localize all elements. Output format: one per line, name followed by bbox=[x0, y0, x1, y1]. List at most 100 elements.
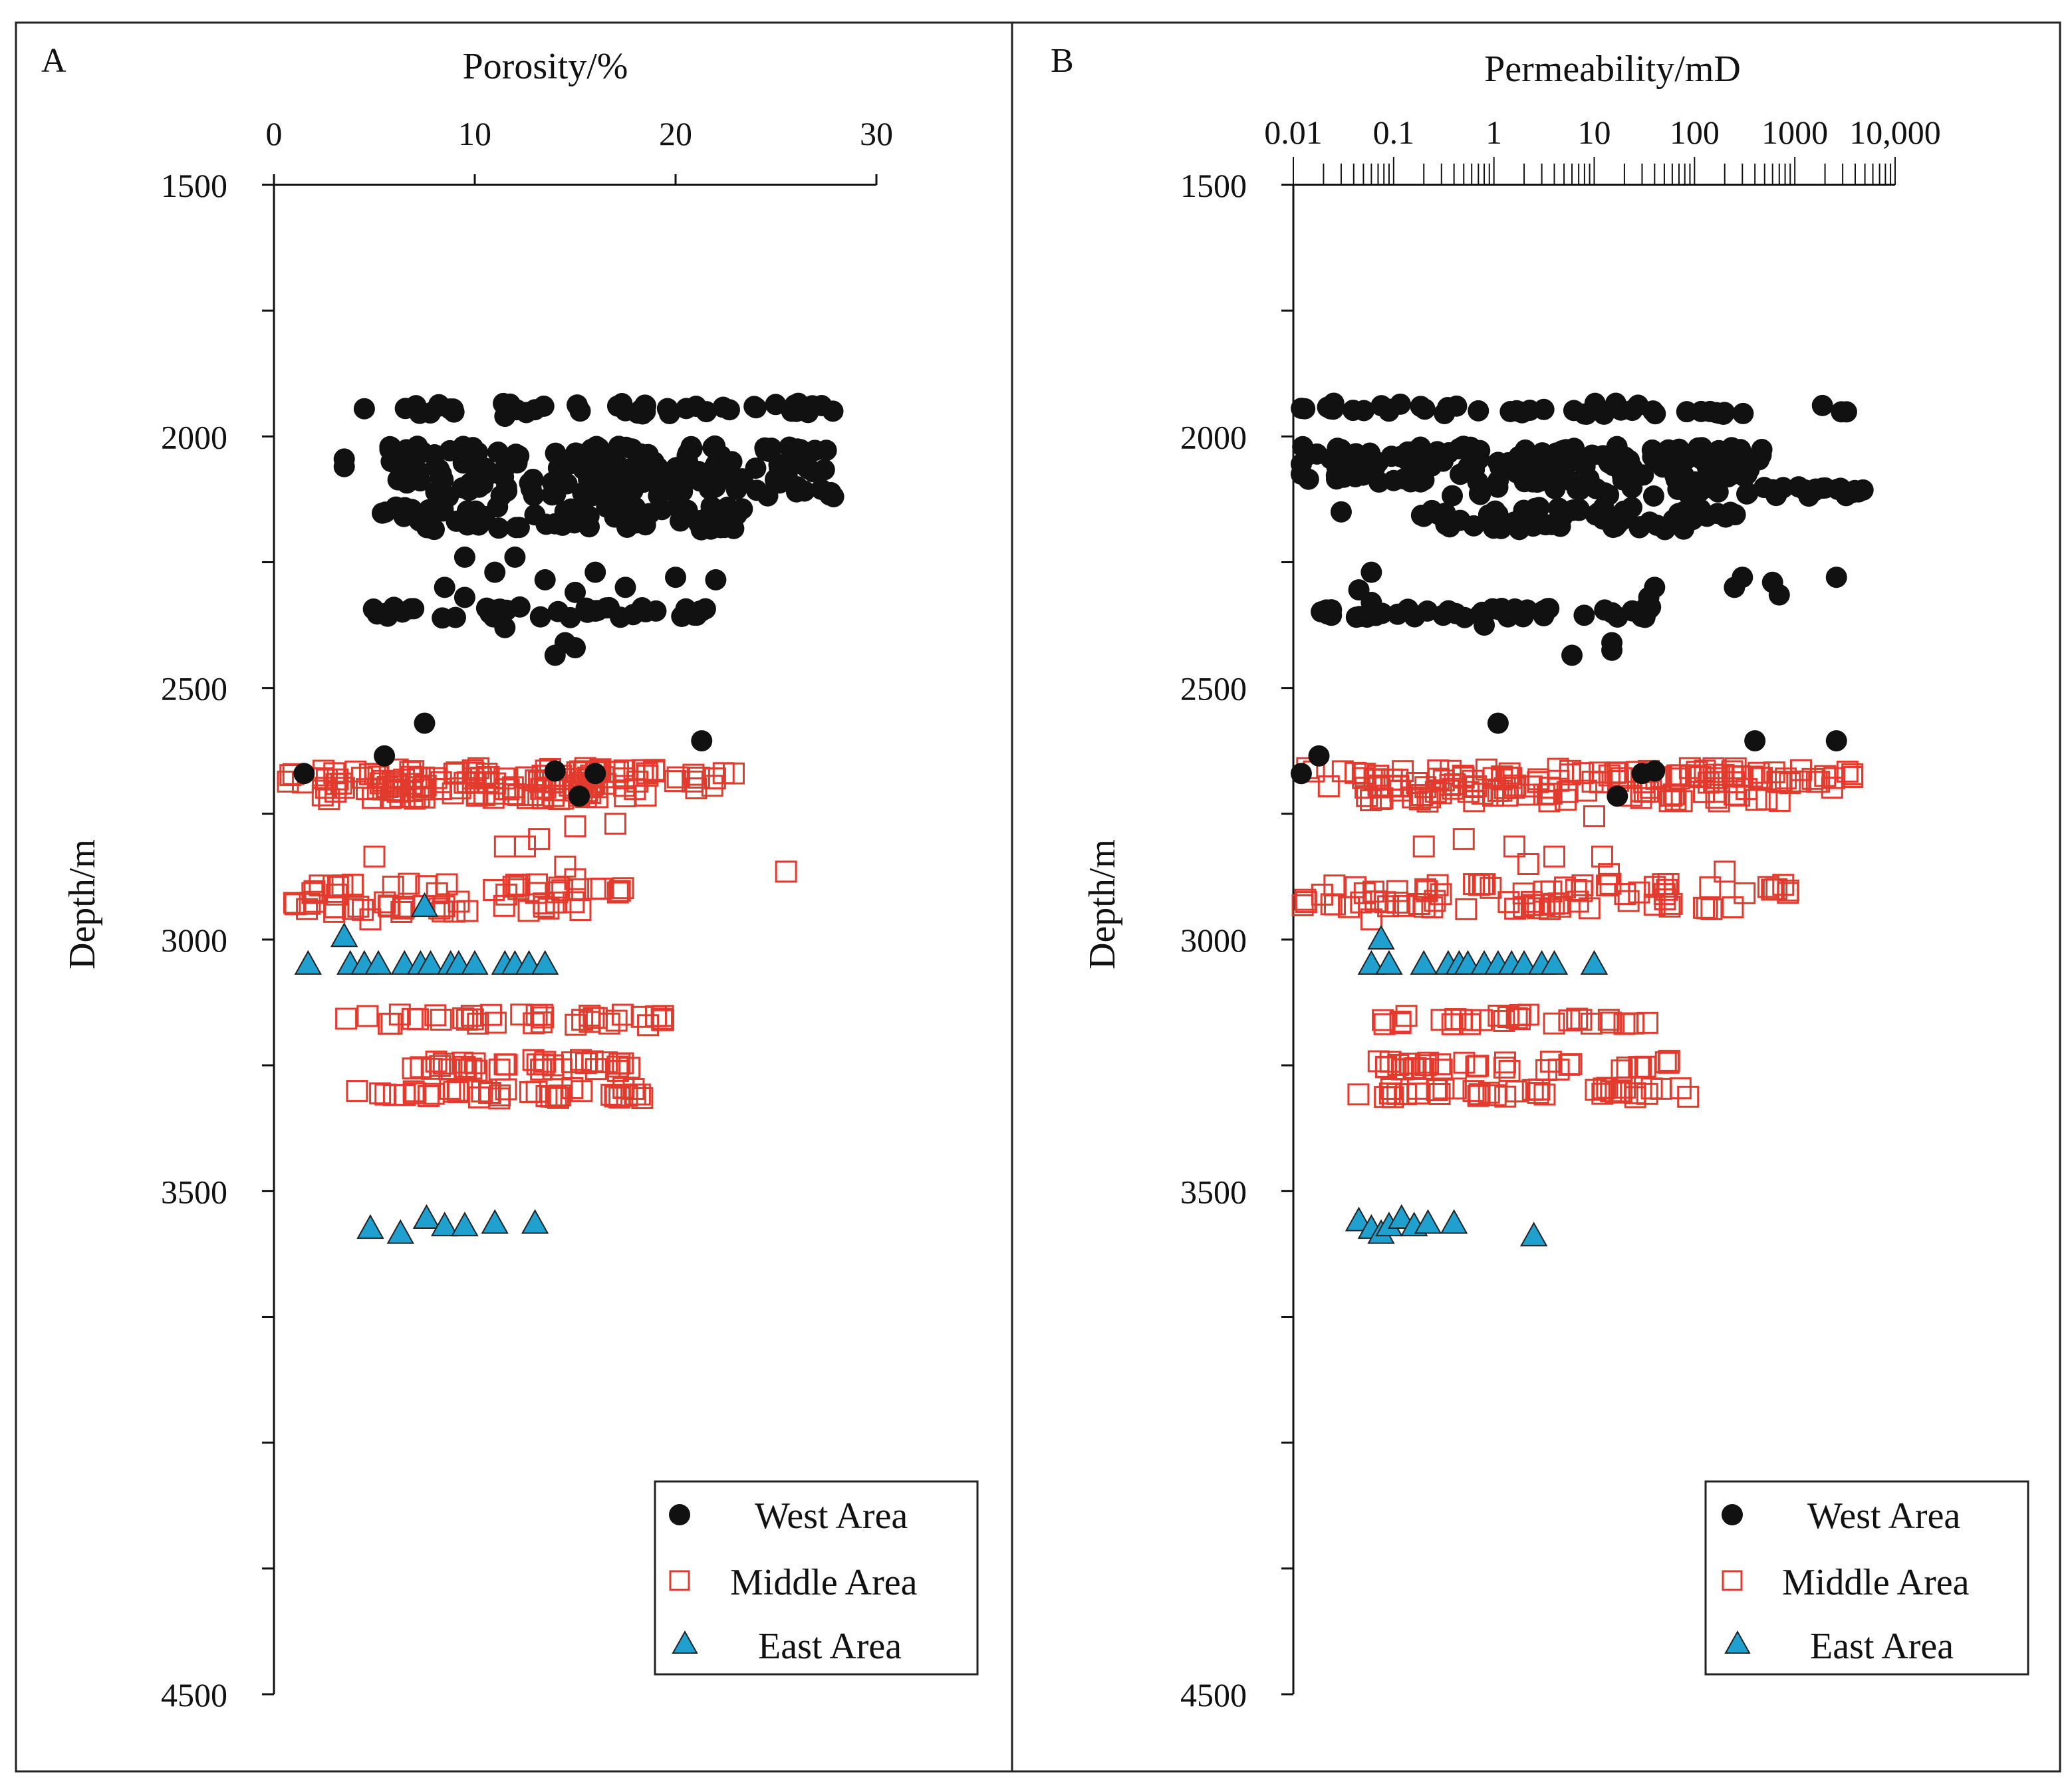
data-point-middle bbox=[1593, 1077, 1615, 1100]
data-point-middle bbox=[1377, 895, 1400, 918]
data-point-middle bbox=[1596, 874, 1618, 897]
data-point-middle bbox=[1768, 789, 1791, 812]
panel-a-legend: West Area Middle Area East Area bbox=[654, 1480, 979, 1676]
data-point-middle bbox=[1378, 1082, 1401, 1104]
data-point-middle bbox=[460, 1005, 483, 1027]
panel-b-axes: 1500 2000 2500 3000 3500 4500 0.01 0.1 1 10 100 100… bbox=[1180, 114, 1941, 1714]
data-point-middle bbox=[402, 1057, 424, 1080]
data-point-middle bbox=[563, 891, 585, 914]
data-point-west bbox=[1798, 485, 1820, 507]
data-point-west bbox=[406, 436, 428, 457]
data-point-west bbox=[675, 598, 697, 620]
y-tick-label: 4500 bbox=[1180, 1676, 1247, 1714]
data-point-middle bbox=[682, 770, 704, 793]
data-point-middle bbox=[1389, 1010, 1412, 1033]
legend-west-label: West Area bbox=[1807, 1495, 1960, 1537]
data-point-middle bbox=[1677, 1085, 1700, 1108]
data-point-middle bbox=[471, 1081, 493, 1103]
data-point-middle bbox=[1462, 1080, 1485, 1102]
data-point-west bbox=[504, 546, 526, 568]
data-point-west bbox=[1290, 763, 1312, 785]
data-point-middle bbox=[1444, 1077, 1467, 1100]
data-point-west bbox=[1573, 448, 1595, 470]
data-point-middle bbox=[1517, 783, 1539, 806]
data-point-middle bbox=[704, 767, 726, 790]
data-point-middle bbox=[722, 762, 745, 785]
data-point-middle bbox=[461, 759, 484, 782]
data-point-middle bbox=[1589, 771, 1611, 794]
data-point-middle bbox=[401, 1007, 424, 1030]
data-point-west bbox=[645, 600, 667, 622]
data-point-middle bbox=[478, 1082, 501, 1104]
data-point-west bbox=[1511, 402, 1533, 424]
data-point-middle bbox=[1660, 785, 1683, 807]
data-point-middle bbox=[505, 873, 527, 896]
data-point-middle bbox=[1424, 781, 1447, 803]
data-point-middle bbox=[363, 845, 386, 868]
data-point-middle bbox=[606, 881, 629, 904]
data-point-west bbox=[353, 398, 375, 420]
data-point-middle bbox=[426, 882, 448, 904]
data-point-west bbox=[1825, 730, 1847, 752]
data-point-middle bbox=[1470, 1009, 1493, 1031]
data-point-west bbox=[1512, 606, 1534, 628]
data-point-middle bbox=[585, 1007, 608, 1029]
data-point-middle bbox=[514, 835, 536, 858]
data-point-west bbox=[559, 606, 581, 628]
data-point-west bbox=[400, 598, 422, 620]
data-point-west bbox=[1628, 517, 1650, 539]
data-point-middle bbox=[442, 782, 464, 805]
legend-west-marker bbox=[669, 1504, 690, 1525]
data-point-middle bbox=[1622, 1012, 1645, 1035]
legend-middle-label: Middle Area bbox=[1782, 1562, 1970, 1603]
data-point-west bbox=[544, 760, 566, 782]
legend-east-marker bbox=[672, 1630, 698, 1654]
data-point-middle bbox=[1543, 845, 1565, 868]
data-point-middle bbox=[1395, 1005, 1418, 1027]
data-point-west bbox=[1566, 478, 1588, 500]
data-point-middle bbox=[606, 1059, 629, 1082]
data-point-west bbox=[453, 586, 475, 608]
data-point-west bbox=[1468, 483, 1490, 505]
data-point-west bbox=[565, 581, 586, 603]
data-point-west bbox=[1644, 760, 1666, 782]
data-point-middle bbox=[612, 767, 635, 790]
data-point-middle bbox=[528, 828, 551, 850]
data-point-middle bbox=[1379, 1051, 1402, 1073]
data-point-middle bbox=[497, 778, 520, 801]
data-point-middle bbox=[1442, 777, 1464, 800]
data-point-middle bbox=[1539, 898, 1561, 920]
data-point-west bbox=[1454, 606, 1476, 628]
panel-b-ylabel: Depth/m bbox=[1082, 839, 1123, 969]
y-tick-label: 3000 bbox=[1180, 922, 1247, 959]
data-point-west bbox=[1612, 509, 1634, 531]
data-point-middle bbox=[1387, 775, 1410, 797]
data-point-middle bbox=[356, 778, 378, 801]
legend-east-label: East Area bbox=[1810, 1626, 1954, 1667]
data-point-middle bbox=[1452, 828, 1475, 850]
data-point-middle bbox=[299, 892, 321, 915]
data-point-middle bbox=[517, 900, 540, 922]
data-point-middle bbox=[1493, 1057, 1515, 1079]
data-point-middle bbox=[392, 897, 414, 920]
data-point-west bbox=[1667, 479, 1689, 501]
data-point-middle bbox=[296, 898, 319, 920]
data-point-middle bbox=[389, 785, 412, 808]
data-point-west bbox=[690, 519, 712, 541]
data-point-west bbox=[565, 637, 586, 659]
data-point-west bbox=[1574, 403, 1596, 425]
data-point-west bbox=[444, 606, 466, 628]
data-point-middle bbox=[1320, 893, 1343, 916]
data-point-middle bbox=[1494, 1085, 1517, 1108]
data-point-middle bbox=[1491, 768, 1513, 791]
data-point-west bbox=[1708, 402, 1730, 424]
data-point-west bbox=[630, 398, 652, 420]
data-point-middle bbox=[570, 1049, 592, 1071]
data-point-west bbox=[1330, 501, 1352, 523]
data-point-middle bbox=[404, 1082, 427, 1104]
data-point-middle bbox=[398, 872, 420, 895]
data-point-west bbox=[509, 596, 531, 618]
data-point-east bbox=[1510, 950, 1538, 975]
data-point-middle bbox=[1628, 1056, 1651, 1079]
data-point-west bbox=[1811, 394, 1833, 416]
